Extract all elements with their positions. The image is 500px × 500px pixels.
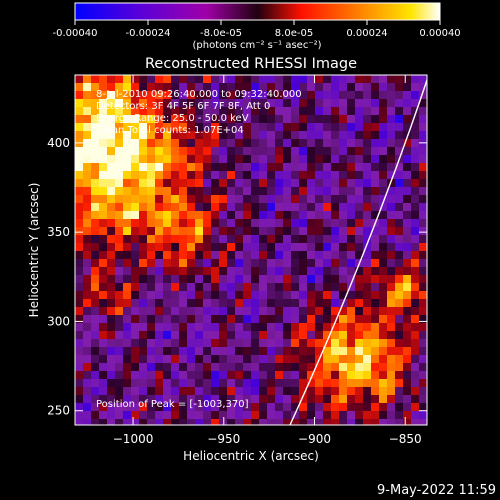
info-time-range: 8-Jul-2010 09:26:40.000 to 09:32:40.000 — [96, 89, 302, 100]
y-axis-label: Heliocentric Y (arcsec) — [27, 183, 41, 318]
x-tick-label: −850 — [389, 432, 422, 446]
info-detectors: Detectors: 3F 4F 5F 6F 7F 8F, Att 0 — [96, 101, 270, 112]
colorbar-tick-label: -8.0e-05 — [200, 28, 242, 39]
info-block: 8-Jul-2010 09:26:40.000 to 09:32:40.000 … — [96, 89, 302, 410]
y-axis: 250 300 350 400 — [47, 136, 427, 418]
x-tick-label: −1000 — [113, 432, 154, 446]
colorbar-units: (photons cm⁻² s⁻¹ asec⁻²) — [192, 40, 321, 51]
plot-frame — [74, 74, 428, 426]
colorbar-gradient — [74, 2, 441, 21]
colorbar-tick-label: 0.00024 — [346, 28, 387, 39]
solar-limb-line — [289, 79, 427, 425]
colorbar-tick-label: -0.00040 — [53, 28, 98, 39]
colorbar-tick-label: 0.00040 — [419, 28, 460, 39]
x-tick-label: −900 — [298, 432, 331, 446]
info-energy-range: Energy Range: 25.0 - 50.0 keV — [96, 113, 249, 124]
y-tick-label: 400 — [47, 136, 70, 150]
y-tick-label: 350 — [47, 225, 70, 239]
colorbar-tick-label: -0.00024 — [126, 28, 171, 39]
image-pixels — [75, 75, 427, 425]
colorbar-tick-label: 8.0e-05 — [275, 28, 313, 39]
timestamp: 9-May-2022 11:59 — [377, 483, 496, 498]
colorbar: -0.00040 -0.00024 -8.0e-05 8.0e-05 0.00024 0.… — [53, 2, 461, 51]
plot-title: Reconstructed RHESSI Image — [145, 56, 357, 72]
info-peak-position: Position of Peak = [-1003,370] — [96, 399, 249, 410]
y-tick-label: 250 — [47, 404, 70, 418]
x-axis-label: Heliocentric X (arcsec) — [183, 449, 319, 463]
y-tick-label: 300 — [47, 314, 70, 328]
image-plot — [75, 75, 427, 425]
info-clean-counts: Clean Total counts: 1.07E+04 — [96, 125, 244, 136]
x-tick-label: −950 — [207, 432, 240, 446]
x-axis: −1000 −950 −900 −850 — [113, 75, 422, 446]
colorbar-ticks: -0.00040 -0.00024 -8.0e-05 8.0e-05 0.00024 0.… — [53, 20, 461, 39]
